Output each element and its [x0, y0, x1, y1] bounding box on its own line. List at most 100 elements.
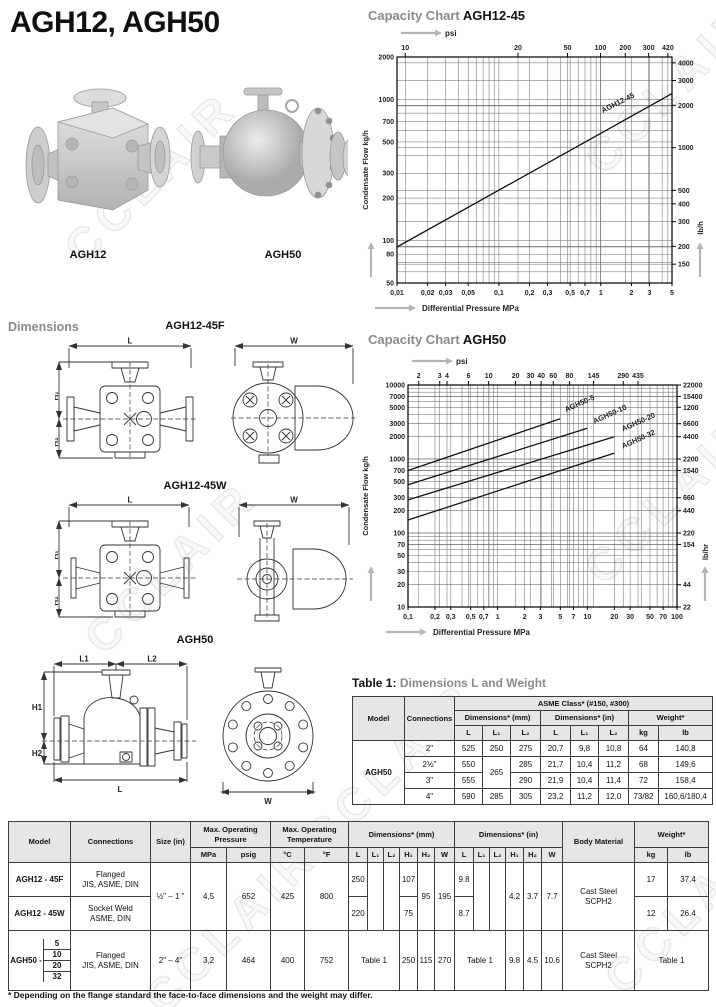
y-tick-label: 80 — [386, 252, 394, 259]
x-tick-label: 0,3 — [446, 614, 456, 621]
cell: L₁ — [570, 725, 599, 741]
table-row: AGH12 - 45F Flanged JIS, ASME, DIN ½" – … — [8, 862, 710, 931]
y2-tick-label: 15400 — [683, 394, 703, 401]
cell: 64 — [628, 740, 659, 757]
y-tick-label: 5000 — [389, 405, 405, 412]
y2-tick-label: 1200 — [683, 405, 699, 412]
cell: 10,4 — [570, 756, 599, 773]
x-tick-label: 0,7 — [479, 614, 489, 621]
dim-label: W — [290, 496, 298, 505]
y2-tick-label: 154 — [683, 542, 695, 549]
cell: Dimensions* (in) — [540, 710, 629, 726]
top-tick-label: 20 — [514, 45, 522, 52]
cell: W — [541, 847, 564, 863]
dim-label: H₂ — [55, 596, 60, 606]
cell: ½" – 1 " — [150, 862, 191, 931]
cell: 3.7 — [523, 862, 543, 931]
agh50-model-label: AGH50 - — [10, 955, 42, 965]
cell: L₂ — [598, 725, 629, 741]
chart1-heading: Capacity Chart AGH12-45 — [368, 8, 525, 23]
drawing-agh12-45f: L H₁ H₂ W — [55, 337, 355, 464]
cell: MPa — [190, 847, 227, 863]
y2-tick-label: 400 — [678, 201, 690, 208]
dim-label: L2 — [147, 655, 157, 664]
cell: 555 — [454, 772, 483, 789]
chart2-heading: Capacity Chart AGH50 — [368, 332, 506, 347]
cell: °C — [270, 847, 305, 863]
series-line — [407, 427, 588, 486]
cell: Cast Steel SCPH2 — [562, 930, 636, 991]
dim-label: L — [118, 785, 123, 794]
table-row: Model Connections ASME Class* (#150, #30… — [352, 696, 714, 741]
dim-label: L1 — [79, 655, 89, 664]
table1-dimensions-weight: Model Connections ASME Class* (#150, #30… — [352, 696, 714, 805]
top-tick-label: 200 — [619, 45, 631, 52]
y-tick-label: 7000 — [389, 394, 405, 401]
cell: Dimensions* (mm) — [454, 710, 541, 726]
cell: 107 — [399, 862, 418, 897]
cell: L — [540, 725, 571, 741]
product-photos — [25, 87, 348, 211]
cell: L — [348, 847, 368, 863]
cell: 10.6 — [541, 930, 564, 991]
cell: 285 — [510, 756, 541, 773]
axis-direction-arrow — [367, 242, 375, 249]
x-tick-label: 1 — [599, 290, 603, 297]
dim-label: W — [264, 797, 272, 806]
spec-table: Model Connections Size (in) Max. Operati… — [8, 821, 710, 991]
cell: 10,4 — [570, 772, 599, 789]
cell: °F — [304, 847, 349, 863]
cell: 11,4 — [598, 772, 629, 789]
cell — [367, 862, 384, 931]
agh50-size-list: 5 10 20 32 — [43, 939, 70, 982]
cell: 140,8 — [657, 740, 714, 757]
y2-tick-label: 150 — [678, 262, 690, 269]
cell: 17 — [634, 862, 669, 897]
drawing-title-agh12-45f: AGH12-45F — [165, 320, 225, 332]
cell: 72 — [628, 772, 659, 789]
drawing-agh50: L1 L2 H1 H2 L — [32, 655, 316, 806]
cell: 275 — [510, 740, 541, 757]
series-line — [407, 436, 615, 501]
top-tick-label: 145 — [588, 373, 600, 380]
y2-tick-label: 3000 — [678, 78, 694, 85]
series-line — [407, 452, 615, 521]
cell: 158,4 — [657, 772, 714, 789]
x-tick-label: 30 — [626, 614, 634, 621]
table-row: Model Connections Size (in) Max. Operati… — [8, 821, 710, 863]
y2-tick-label: 1000 — [678, 145, 694, 152]
x-axis-label: Differential Pressure MPa — [433, 628, 530, 637]
cell: L₁ — [473, 847, 491, 863]
chart1-heading-name: AGH12-45 — [462, 8, 526, 23]
series-label: AGH50-10 — [592, 403, 628, 426]
cell: 400 — [270, 930, 305, 991]
cell: H₁ — [505, 847, 525, 863]
top-tick-label: 300 — [643, 45, 655, 52]
table-row: 4" 590 285 305 23,2 11,2 12,0 73/82 160,6/180… — [353, 788, 714, 805]
y2-axis-label: lb/hr — [701, 544, 710, 560]
cell: 12 — [634, 896, 669, 931]
dim-label: L — [128, 496, 133, 505]
cell: 4.5 — [523, 930, 543, 991]
x-tick-label: 7 — [571, 614, 575, 621]
cell: 160,6/180,4 — [657, 788, 714, 805]
cell: 68 — [628, 756, 659, 773]
cell: 285 — [482, 788, 511, 805]
x-tick-label: 0,05 — [461, 290, 475, 297]
cell: 23,2 — [540, 788, 571, 805]
x-tick-label: 0,2 — [430, 614, 440, 621]
y2-tick-label: 1540 — [683, 468, 699, 475]
x-tick-label: 5 — [558, 614, 562, 621]
cell: 590 — [454, 788, 483, 805]
y2-axis-label: lb/h — [696, 221, 705, 235]
cell: 20,7 — [540, 740, 571, 757]
cell: L — [454, 725, 483, 741]
cell: 4,5 — [190, 862, 227, 931]
cell: 8.7 — [454, 896, 475, 931]
capacity-chart-agh50: 0,1 0,2 0,3 0,5 0,7 1 2 3 5 7 10 20 30 50 70 100 10000 70… — [361, 357, 710, 637]
table-row: 2½" 550 265 285 21,7 10,4 11,2 68 149,6 — [353, 756, 714, 789]
cell: Cast Steel SCPH2 — [562, 862, 636, 931]
axis-direction-arrow — [367, 566, 375, 573]
cell: H₂ — [417, 847, 435, 863]
cell: L₂ — [489, 847, 507, 863]
